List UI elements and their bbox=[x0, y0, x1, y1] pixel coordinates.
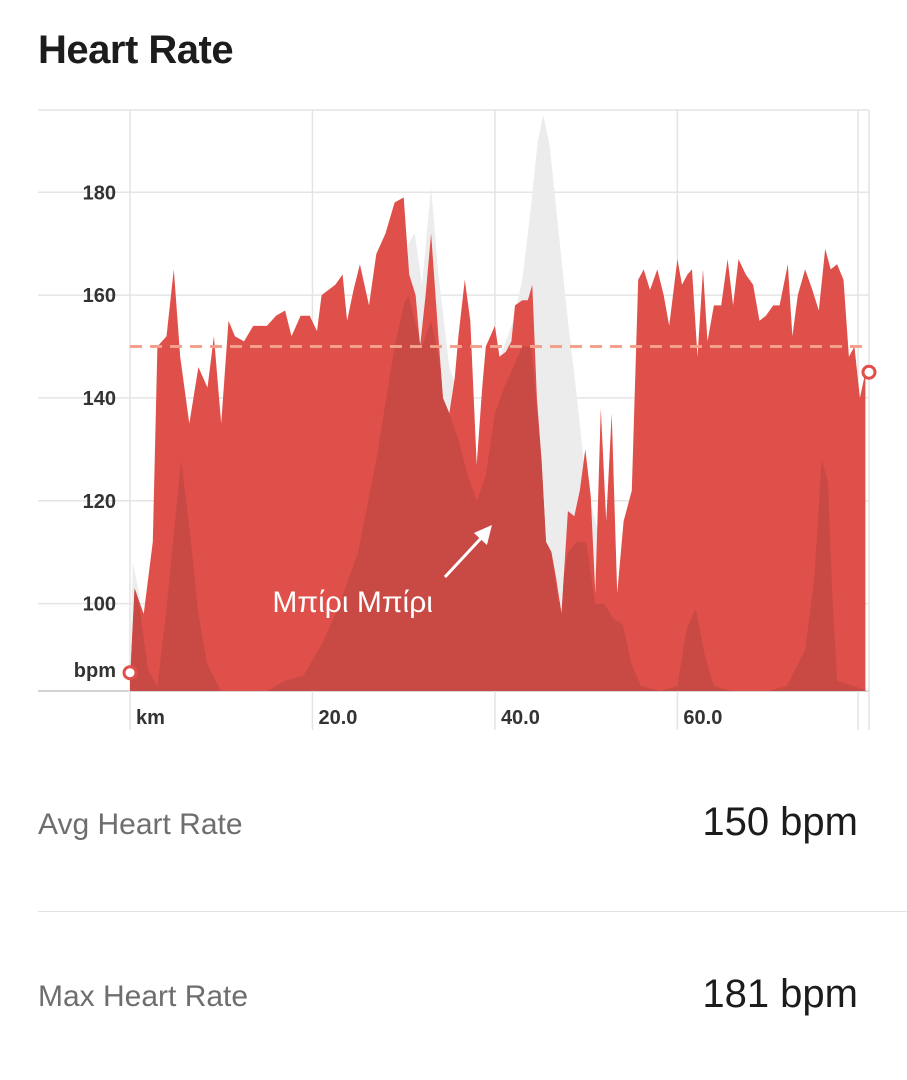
avg-heart-rate-label: Avg Heart Rate bbox=[38, 808, 243, 841]
x-tick-label: 20.0 bbox=[318, 707, 357, 729]
y-tick-label: 140 bbox=[83, 388, 116, 410]
avg-heart-rate-value: 150 bpm bbox=[702, 800, 858, 844]
annotation-arrow bbox=[443, 532, 487, 579]
stats-divider bbox=[38, 911, 907, 912]
annotation-arrow-head bbox=[473, 525, 492, 545]
y-tick-label: 100 bbox=[83, 594, 116, 616]
x-tick-label: 60.0 bbox=[683, 707, 722, 729]
x-axis-unit-label: km bbox=[136, 707, 165, 729]
page-title: Heart Rate bbox=[38, 28, 234, 72]
max-heart-rate-row: Max Heart Rate 181 bpm bbox=[38, 972, 858, 1032]
max-heart-rate-label: Max Heart Rate bbox=[38, 980, 249, 1013]
x-tick-label: 40.0 bbox=[501, 707, 540, 729]
y-axis-unit-label: bpm bbox=[74, 660, 116, 682]
end-marker[interactable] bbox=[861, 364, 877, 380]
route-annotation: Μπίρι Μπίρι bbox=[272, 525, 492, 619]
max-heart-rate-value: 181 bpm bbox=[702, 972, 858, 1016]
y-tick-label: 160 bbox=[83, 285, 116, 307]
y-tick-label: 120 bbox=[83, 491, 116, 513]
heart-rate-chart[interactable]: 100 120 140 160 180 bpm km 20.0 40.0 60.0 Μπίρι Μ… bbox=[0, 100, 907, 740]
heart-rate-shadow-area bbox=[130, 295, 866, 691]
start-marker[interactable] bbox=[122, 665, 138, 681]
annotation-label: Μπίρι Μπίρι bbox=[272, 586, 433, 619]
y-tick-label: 180 bbox=[83, 182, 116, 204]
avg-heart-rate-row: Avg Heart Rate 150 bpm bbox=[38, 800, 858, 860]
axis-labels: 100 120 140 160 180 bpm km 20.0 40.0 60.0 bbox=[74, 182, 723, 729]
